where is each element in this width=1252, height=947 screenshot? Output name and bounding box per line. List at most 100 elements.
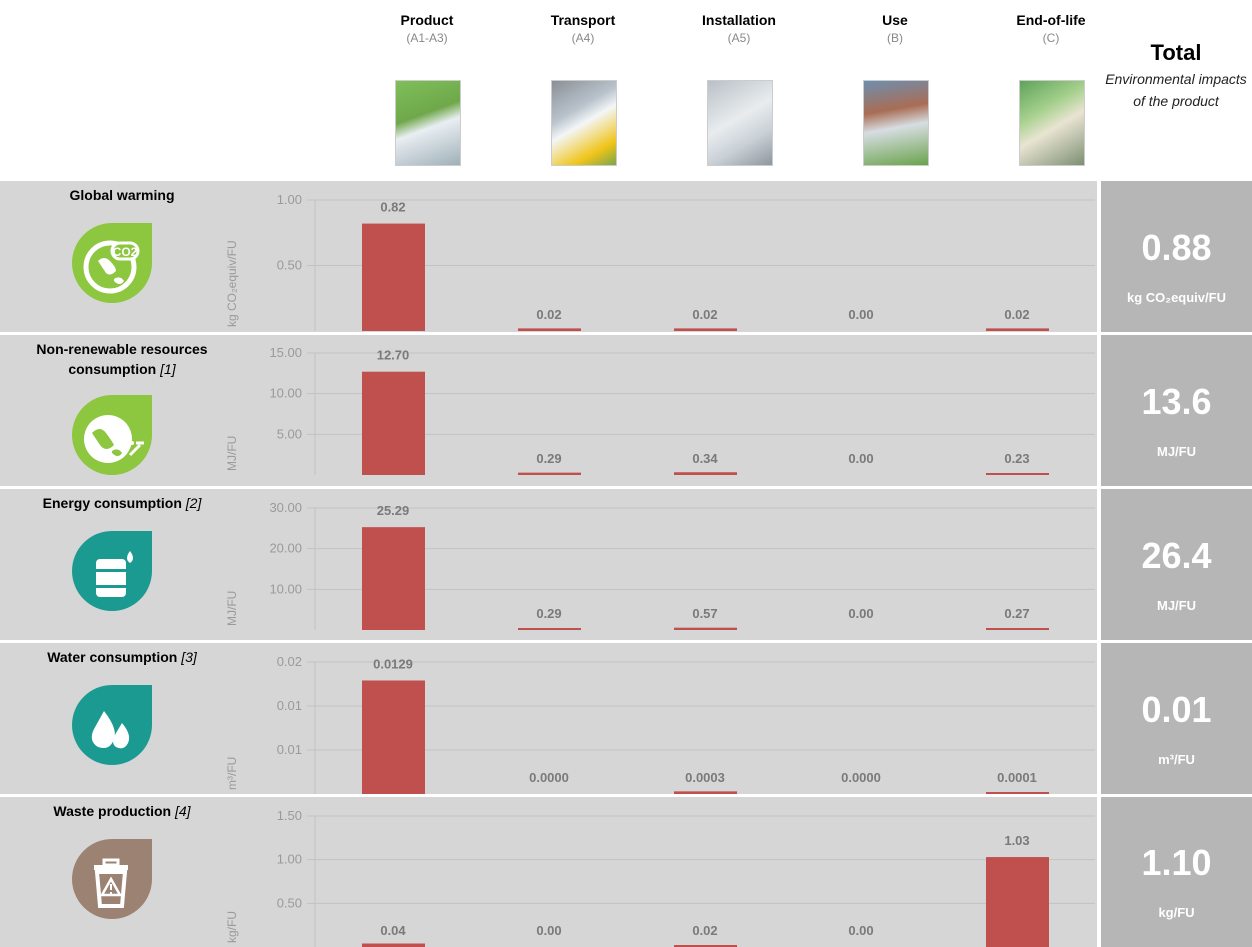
total-unit: MJ/FU [1157, 598, 1196, 613]
row-panel [0, 181, 1097, 332]
data-label: 25.29 [377, 503, 410, 518]
bar-end-of-life [986, 857, 1049, 947]
data-label: 0.0003 [685, 770, 725, 785]
stage-header-end-of-life: End-of-life (C) [986, 12, 1116, 45]
indicator-title: Global warming [69, 187, 175, 203]
stage-name: Installation [702, 12, 776, 28]
data-label: 0.00 [848, 923, 873, 938]
y-axis-unit: MJ/FU [225, 591, 239, 626]
bar-product [362, 371, 425, 475]
total-unit: kg/FU [1158, 905, 1195, 920]
y-tick-label: 1.50 [277, 808, 302, 823]
transport-truck-illustration [551, 80, 617, 166]
bar-end-of-life [986, 328, 1049, 331]
stage-name: Product [400, 12, 454, 28]
total-value: 0.01 [1141, 688, 1212, 730]
bar-installation [674, 328, 737, 331]
total-panel: 1.10 kg/FU [1101, 797, 1252, 947]
data-label: 0.00 [848, 451, 873, 466]
stage-code: (C) [1042, 31, 1060, 45]
y-axis-unit: kg/FU [225, 911, 239, 943]
y-tick-label: 0.01 [277, 742, 302, 757]
y-tick-label: 15.00 [269, 345, 302, 360]
bar-product [362, 527, 425, 630]
stage-header-use: Use (B) [830, 12, 960, 45]
stage-code: (A5) [727, 31, 751, 45]
total-panel: 0.88 kg CO₂equiv/FU [1101, 181, 1252, 332]
data-label: 0.00 [536, 923, 561, 938]
bar-installation [674, 472, 737, 475]
indicator-label: Non-renewable resources consumption [1] [4, 339, 240, 379]
total-unit: m³/FU [1158, 752, 1195, 767]
data-label: 0.02 [536, 307, 561, 322]
y-tick-label: 0.50 [277, 258, 302, 273]
y-tick-label: 0.02 [277, 654, 302, 669]
impact-row-global-warming: Global warming CO2 1.00 0.50 kg CO₂equiv/FU 0… [0, 181, 1252, 332]
row-panel [0, 335, 1097, 486]
data-label: 0.29 [536, 606, 561, 621]
data-label: 0.0001 [997, 770, 1037, 785]
impact-bar-chart: 15.00 10.00 5.00 MJ/FU 12.70 0.29 0.34 0.00 0.23 [225, 345, 1095, 475]
indicator-title: Energy consumption [42, 495, 182, 511]
impact-row-water-consumption: Water consumption [3] 0.02 0.01 0.01 m³/FU 0.… [0, 643, 1252, 794]
svg-text:CO2: CO2 [113, 245, 138, 259]
impact-row-waste-production: Waste production [4] 1.50 1.00 0.50 kg/FU 0.0… [0, 797, 1252, 947]
data-label: 0.04 [380, 923, 406, 938]
earth-mining-icon [70, 393, 154, 477]
total-panel: 13.6 MJ/FU [1101, 335, 1252, 486]
data-label: 0.82 [380, 200, 405, 215]
impact-row-energy-consumption: Energy consumption [2] 30.00 20.00 10.00 MJ/… [0, 489, 1252, 640]
data-label: 0.02 [692, 307, 717, 322]
y-tick-label: 1.00 [277, 852, 302, 867]
y-axis-unit: m³/FU [225, 757, 239, 790]
y-tick-label: 0.50 [277, 895, 302, 910]
total-panel: 26.4 MJ/FU [1101, 489, 1252, 640]
indicator-label: Waste production [4] [4, 801, 240, 821]
data-label: 0.34 [692, 451, 718, 466]
bar-end-of-life [986, 473, 1049, 475]
bar-installation [674, 945, 737, 947]
indicator-note: [4] [171, 803, 191, 819]
stage-name: End-of-life [1016, 12, 1086, 28]
indicator-note: [1] [156, 361, 176, 377]
data-label: 0.27 [1004, 606, 1029, 621]
indicator-label: Water consumption [3] [4, 647, 240, 667]
total-unit: MJ/FU [1157, 444, 1196, 459]
data-label: 0.0000 [841, 770, 881, 785]
data-label: 0.02 [1004, 307, 1029, 322]
bar-end-of-life [986, 792, 1049, 794]
indicator-note: [2] [181, 495, 202, 511]
data-label: 0.57 [692, 606, 717, 621]
water-drops-icon [70, 683, 154, 767]
y-tick-label: 20.00 [269, 541, 302, 556]
total-value: 0.88 [1141, 226, 1212, 268]
total-unit: kg CO₂equiv/FU [1127, 290, 1226, 305]
indicator-title: Non-renewable resources consumption [36, 341, 208, 377]
y-tick-label: 10.00 [269, 386, 302, 401]
indicator-title: Waste production [53, 803, 172, 819]
y-tick-label: 0.01 [277, 698, 302, 713]
impact-bar-chart: 1.50 1.00 0.50 kg/FU 0.04 0.00 0.02 0.00 1.03 [225, 808, 1095, 947]
impact-bar-chart: 30.00 20.00 10.00 MJ/FU 25.29 0.29 0.57 0.00 0.2… [225, 500, 1095, 630]
trash-bin-icon [70, 837, 154, 921]
stage-header-product: Product (A1-A3) [362, 12, 492, 45]
impact-bar-chart: 1.00 0.50 kg CO₂equiv/FU 0.82 0.02 0.02 0.00 0.… [225, 192, 1095, 331]
total-subtitle: Environmental impacts of the product [1105, 71, 1247, 109]
data-label: 1.03 [1004, 833, 1029, 848]
total-panel: 0.01 m³/FU [1101, 643, 1252, 794]
stage-code: (B) [887, 31, 903, 45]
y-tick-label: 10.00 [269, 581, 302, 596]
data-label: 0.0129 [373, 656, 413, 671]
fuel-barrel-icon [70, 529, 154, 613]
data-label: 0.00 [848, 307, 873, 322]
bar-product [362, 680, 425, 794]
stage-header-transport: Transport (A4) [518, 12, 648, 45]
bar-product [362, 223, 425, 331]
end-of-life-illustration [1019, 80, 1085, 166]
total-header: Total Environmental impacts of the produ… [1100, 40, 1252, 112]
row-panel [0, 643, 1097, 794]
data-label: 0.00 [848, 606, 873, 621]
row-panel [0, 797, 1097, 947]
impact-row-non-renewable-resources-consumption: Non-renewable resources consumption [1] 1… [0, 335, 1252, 486]
stage-code: (A4) [571, 31, 595, 45]
